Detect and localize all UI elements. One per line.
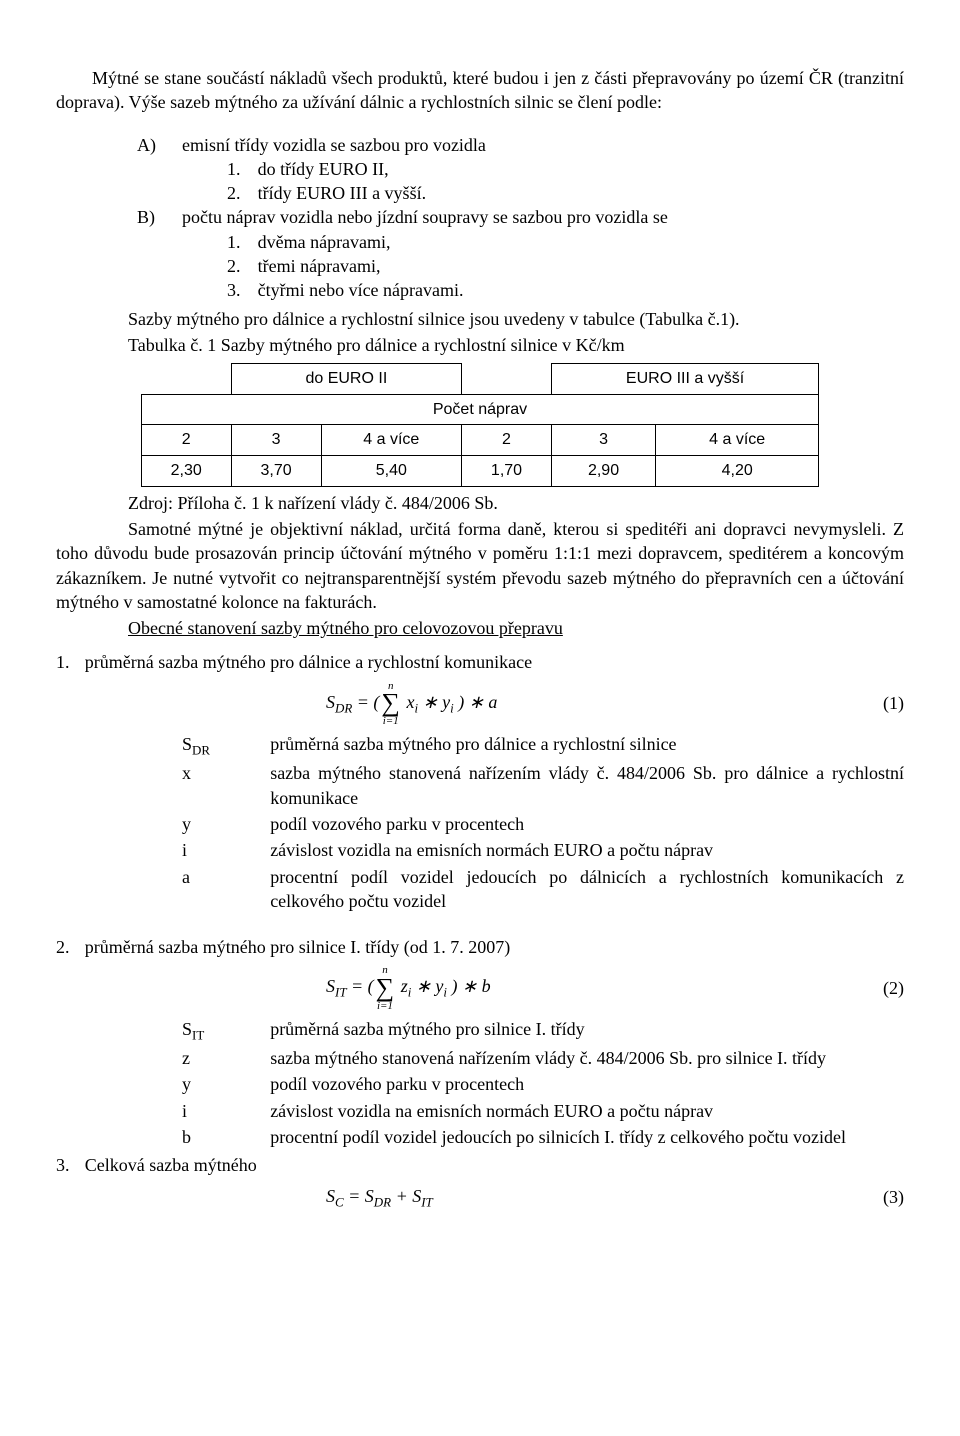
section-1: 1. průměrná sazba mýtného pro dálnice a … (56, 650, 904, 674)
def-txt: závislost vozidla na emisních normách EU… (270, 838, 904, 862)
list-b-marker: B) (137, 205, 182, 302)
def-txt: sazba mýtného stanovená nařízením vlády … (270, 761, 904, 810)
section-3-title: Celková sazba mýtného (85, 1155, 257, 1175)
table-val: 1,70 (462, 456, 552, 487)
section-1-title: průměrná sazba mýtného pro dálnice a ryc… (85, 652, 532, 672)
formula-3-number: (3) (796, 1185, 904, 1209)
def-sym: SIT (182, 1017, 243, 1044)
after-list-paragraph: Sazby mýtného pro dálnice a rychlostní s… (56, 307, 904, 331)
def-sym: y (182, 1072, 243, 1096)
formula-2-number: (2) (796, 976, 904, 1000)
table-col: 2 (462, 425, 552, 456)
def-txt: sazba mýtného stanovená nařízením vlády … (270, 1046, 904, 1070)
section-3-num: 3. (56, 1153, 85, 1177)
list-a-sub-m: 1. (227, 157, 258, 181)
section-2-num: 2. (56, 935, 85, 959)
table-val: 2,30 (141, 456, 231, 487)
def-sym: i (182, 1099, 243, 1123)
list-a-sub-m: 2. (227, 181, 258, 205)
table-col: 3 (231, 425, 321, 456)
list-a-marker: A) (137, 133, 182, 206)
table-val: 3,70 (231, 456, 321, 487)
list-b-sub-m: 2. (227, 254, 258, 278)
section-2: 2. průměrná sazba mýtného pro silnice I.… (56, 935, 904, 959)
def-txt: procentní podíl vozidel jedoucích po sil… (270, 1125, 904, 1149)
formula-3: SC = SDR + SIT (3) (56, 1184, 904, 1211)
formula-1-number: (1) (796, 691, 904, 715)
def-sym: y (182, 812, 243, 836)
table-val: 4,20 (656, 456, 819, 487)
formula-1: SDR = (n∑i=1 xi ∗ yi ) ∗ a (1) (56, 681, 904, 727)
def-sym: a (182, 865, 243, 914)
list-b-sub-m: 3. (227, 278, 258, 302)
list-a-sub-t: do třídy EURO II, (258, 157, 389, 181)
table-source: Zdroj: Příloha č. 1 k nařízení vlády č. … (56, 491, 904, 515)
f1-eq: = ( (352, 692, 379, 712)
section-1-num: 1. (56, 650, 85, 674)
table-row: 2,30 3,70 5,40 1,70 2,90 4,20 (141, 456, 818, 487)
table-col: 2 (141, 425, 231, 456)
big-paragraph: Samotné mýtné je objektivní náklad, urči… (56, 517, 904, 614)
f1-Ssub: DR (335, 700, 352, 715)
formula-2: SIT = (n∑i=1 zi ∗ yi ) ∗ b (2) (56, 965, 904, 1011)
table-val: 5,40 (321, 456, 462, 487)
list-a-sublist: 1.do třídy EURO II, 2.třídy EURO III a v… (227, 157, 486, 206)
toll-rate-table: do EURO II EURO III a vyšší Počet náprav… (141, 363, 819, 486)
def-sym: SDR (182, 732, 243, 759)
f1-S: S (326, 692, 335, 712)
list-b: B) počtu náprav vozidla nebo jízdní soup… (137, 205, 904, 302)
table-val: 2,90 (551, 456, 655, 487)
def-txt: průměrná sazba mýtného pro dálnice a ryc… (270, 732, 904, 759)
list-b-sub-t: čtyřmi nebo více nápravami. (258, 278, 464, 302)
table-col: 3 (551, 425, 655, 456)
def-txt: procentní podíl vozidel jedoucích po dál… (270, 865, 904, 914)
def-sym: b (182, 1125, 243, 1149)
table-head-right: EURO III a vyšší (551, 364, 818, 395)
table-row: 2 3 4 a více 2 3 4 a více (141, 425, 818, 456)
table-head-left: do EURO II (231, 364, 461, 395)
def-sym: x (182, 761, 243, 810)
list-b-sub-t: dvěma nápravami, (258, 230, 391, 254)
table-col: 4 a více (321, 425, 462, 456)
section-2-title: průměrná sazba mýtného pro silnice I. tř… (85, 937, 510, 957)
defs-2: SIT průměrná sazba mýtného pro silnice I.… (182, 1017, 904, 1149)
list-b-sublist: 1.dvěma nápravami, 2.třemi nápravami, 3.… (227, 230, 668, 303)
def-txt: závislost vozidla na emisních normách EU… (270, 1099, 904, 1123)
def-sym: i (182, 838, 243, 862)
list-a-sub-t: třídy EURO III a vyšší. (258, 181, 426, 205)
def-txt: podíl vozového parku v procentech (270, 1072, 904, 1096)
intro-paragraph: Mýtné se stane součástí nákladů všech pr… (56, 66, 904, 115)
list-b-sub-t: třemi nápravami, (258, 254, 381, 278)
table-caption: Tabulka č. 1 Sazby mýtného pro dálnice a… (56, 333, 904, 357)
list-b-sub-m: 1. (227, 230, 258, 254)
defs-1: SDR průměrná sazba mýtného pro dálnice a … (182, 732, 904, 913)
list-b-lead: počtu náprav vozidla nebo jízdní souprav… (182, 207, 668, 227)
section-heading: Obecné stanovení sazby mýtného pro celov… (128, 618, 563, 638)
sigma-icon: n∑i=1 (376, 965, 395, 1011)
list-a-lead: emisní třídy vozidla se sazbou pro vozid… (182, 135, 486, 155)
sigma-icon: n∑i=1 (381, 681, 400, 727)
table-col: 4 a více (656, 425, 819, 456)
def-sym: z (182, 1046, 243, 1070)
def-txt: podíl vozového parku v procentech (270, 812, 904, 836)
list-a: A) emisní třídy vozidla se sazbou pro vo… (137, 133, 904, 206)
formula-3-text: SC = SDR + SIT (326, 1184, 796, 1211)
def-txt: průměrná sazba mýtného pro silnice I. tř… (270, 1017, 904, 1044)
table-middle-header: Počet náprav (141, 394, 818, 425)
section-3: 3. Celková sazba mýtného (56, 1153, 904, 1177)
